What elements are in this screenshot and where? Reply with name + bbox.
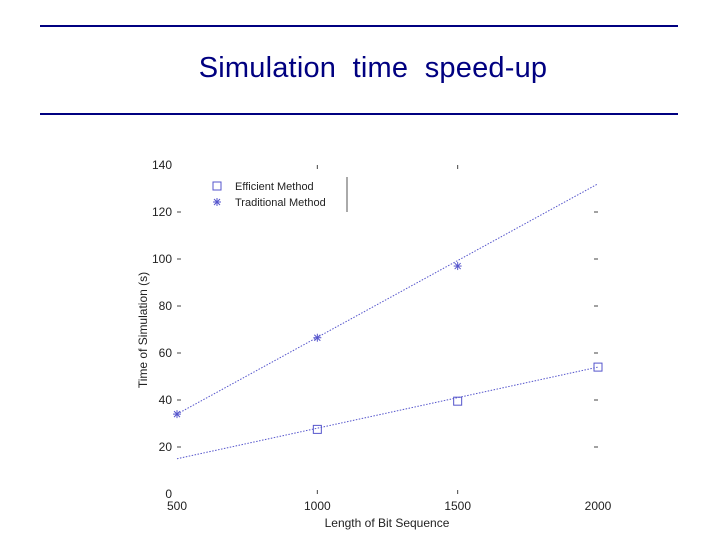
legend-swatch <box>212 181 222 191</box>
title-rule-bottom <box>40 113 678 115</box>
legend-entry: Traditional Method <box>235 197 326 209</box>
fit-lines <box>176 183 599 460</box>
data-point <box>453 262 462 271</box>
y-tick-label: 20 <box>159 440 173 454</box>
chart-axes: 0 20 40 60 80 100 120 140 500 1000 1500 2000 <box>152 158 612 513</box>
legend-swatch <box>213 198 221 206</box>
chart-legend: Efficient Method Traditional Method <box>212 177 348 212</box>
title-rule-top <box>40 25 678 27</box>
slide-title: Simulation time speed-up <box>198 52 548 84</box>
x-tick-label: 1000 <box>304 499 331 513</box>
series-line <box>176 366 599 460</box>
data-point <box>453 396 463 406</box>
y-axis-label: Time of Simulation (s) <box>136 272 150 388</box>
data-point <box>313 333 322 342</box>
data-point <box>173 410 181 419</box>
data-point <box>593 362 603 372</box>
y-tick-label: 80 <box>159 299 173 313</box>
x-tick-label: 2000 <box>585 499 612 513</box>
legend-entry: Efficient Method <box>235 181 314 193</box>
y-tick-label: 100 <box>152 252 172 266</box>
data-points <box>173 262 603 434</box>
x-tick-label: 500 <box>167 499 187 513</box>
y-tick-label: 140 <box>152 158 172 172</box>
y-tick-label: 40 <box>159 393 173 407</box>
x-tick-label: 1500 <box>444 499 471 513</box>
series-line <box>176 183 599 415</box>
y-tick-label: 120 <box>152 205 172 219</box>
y-tick-label: 60 <box>159 346 173 360</box>
data-point <box>312 424 322 434</box>
x-axis-label: Length of Bit Sequence <box>325 516 450 530</box>
y-tick-label: 0 <box>165 487 172 501</box>
